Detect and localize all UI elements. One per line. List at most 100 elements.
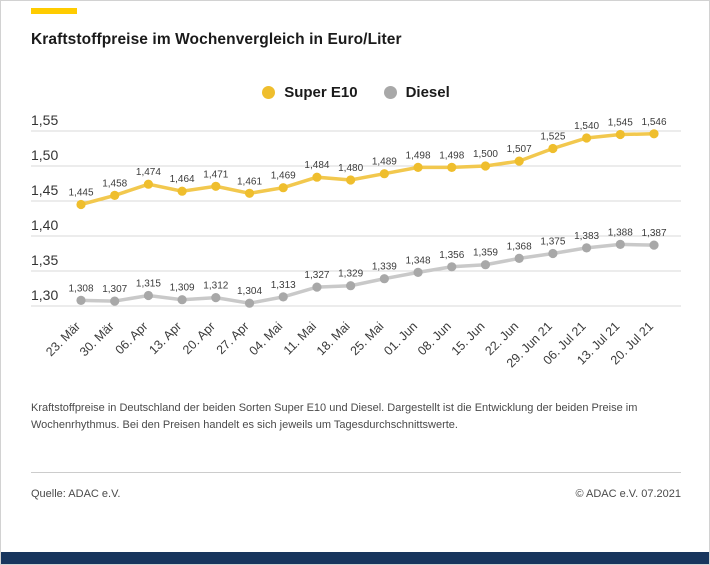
data-point-label: 1,507 [507, 144, 532, 155]
data-point [447, 162, 457, 172]
data-point [76, 295, 86, 305]
y-tick-label: 1,35 [31, 252, 58, 268]
data-point-label: 1,368 [507, 241, 532, 252]
data-point [649, 240, 659, 250]
legend-label-super-e10: Super E10 [284, 84, 358, 101]
data-point-label: 1,348 [406, 255, 431, 266]
data-point-label: 1,383 [574, 231, 599, 242]
data-point-label: 1,498 [406, 150, 431, 161]
legend-label-diesel: Diesel [405, 84, 450, 101]
data-point [110, 190, 120, 200]
data-point [312, 282, 322, 292]
data-point-label: 1,313 [271, 280, 296, 291]
x-tick-label: 08. Jun [415, 319, 454, 358]
data-point [211, 293, 221, 303]
y-tick-label: 1,55 [31, 112, 58, 128]
data-point [177, 186, 187, 196]
data-point [177, 295, 187, 305]
series-diesel: 1,308 1,307 1,315 1,309 1,312 1,304 1,313 1,327… [68, 227, 667, 308]
data-point-label: 1,471 [203, 169, 228, 180]
y-tick-label: 1,45 [31, 182, 58, 198]
x-tick-label: 27. Apr [214, 319, 252, 357]
data-point [244, 188, 255, 198]
data-point-label: 1,327 [304, 270, 329, 281]
x-tick-label: 30. Mär [77, 319, 117, 359]
data-point [346, 281, 356, 291]
page-title: Kraftstoffpreise im Wochenvergleich in E… [31, 31, 402, 48]
y-tick-label: 1,40 [31, 217, 58, 233]
series-line [80, 132, 655, 207]
x-tick-label: 11. Mai [281, 319, 319, 357]
data-point [480, 260, 491, 270]
data-point [379, 274, 389, 284]
data-point [581, 133, 592, 143]
data-point [278, 183, 288, 193]
data-point-label: 1,498 [439, 150, 464, 161]
data-point-label: 1,464 [170, 174, 195, 185]
data-point-label: 1,525 [540, 132, 565, 143]
data-point [143, 179, 154, 189]
data-point-label: 1,359 [473, 248, 498, 259]
adac-accent-dash [31, 8, 77, 14]
x-tick-label: 01. Jun [381, 319, 420, 358]
data-point [548, 143, 558, 154]
source-label: Quelle: ADAC e.V. [31, 488, 121, 500]
data-point [514, 156, 524, 166]
y-axis-labels: 1,55 1,50 1,45 1,40 1,35 1,30 [31, 112, 58, 303]
data-point-label: 1,489 [372, 157, 397, 168]
data-point [110, 296, 120, 306]
data-point [514, 253, 524, 263]
data-point [413, 162, 423, 172]
data-point [312, 172, 322, 182]
legend-item-diesel: Diesel [383, 84, 450, 101]
data-point-label: 1,304 [237, 286, 262, 297]
x-tick-label: 13. Apr [146, 319, 184, 357]
data-point [211, 181, 221, 191]
data-point-label: 1,309 [170, 283, 195, 294]
footer-divider [31, 472, 681, 473]
data-point-label: 1,458 [102, 178, 127, 189]
x-tick-label: 06. Apr [113, 319, 151, 357]
data-point [76, 199, 86, 210]
footer-brand-bar [1, 552, 709, 564]
y-tick-label: 1,50 [31, 147, 58, 163]
data-point [379, 169, 389, 179]
x-tick-label: 04. Mai [246, 319, 285, 358]
data-point [413, 267, 423, 277]
data-point-label: 1,474 [136, 167, 161, 178]
data-point [278, 292, 288, 302]
x-tick-label: 25. Mai [348, 319, 387, 358]
chart-footnote: Kraftstoffpreise in Deutschland der beid… [31, 402, 638, 432]
x-tick-label: 18. Mai [314, 319, 353, 358]
legend-dot-super-e10-icon [262, 86, 276, 99]
y-tick-label: 1,30 [31, 287, 58, 303]
data-point-label: 1,339 [372, 262, 397, 273]
data-point-label: 1,388 [608, 227, 633, 238]
gridlines [31, 130, 681, 307]
x-tick-label: 15. Jun [449, 319, 488, 358]
data-point-label: 1,329 [338, 269, 363, 280]
series-super-e10: 1,445 1,458 1,474 1,464 1,471 1,461 1,469 1,484… [68, 117, 667, 210]
data-point [447, 262, 457, 272]
data-point-label: 1,445 [68, 188, 93, 199]
series-line [80, 242, 655, 305]
data-point-label: 1,546 [641, 117, 666, 128]
x-tick-label: 23. Mär [43, 319, 83, 359]
data-point [581, 243, 592, 253]
data-point-label: 1,545 [608, 118, 633, 129]
data-point [346, 175, 356, 185]
legend-item-super-e10: Super E10 [262, 84, 358, 101]
data-point-label: 1,308 [68, 283, 93, 294]
data-point-label: 1,461 [237, 176, 262, 187]
data-point-label: 1,307 [102, 284, 127, 295]
data-point-label: 1,469 [271, 171, 296, 182]
data-point-label: 1,540 [574, 121, 599, 132]
data-point [615, 129, 625, 140]
chart-legend: Super E10 Diesel [1, 84, 709, 101]
data-point [649, 129, 659, 139]
data-point-label: 1,387 [641, 228, 666, 239]
legend-dot-diesel-icon [383, 86, 397, 99]
